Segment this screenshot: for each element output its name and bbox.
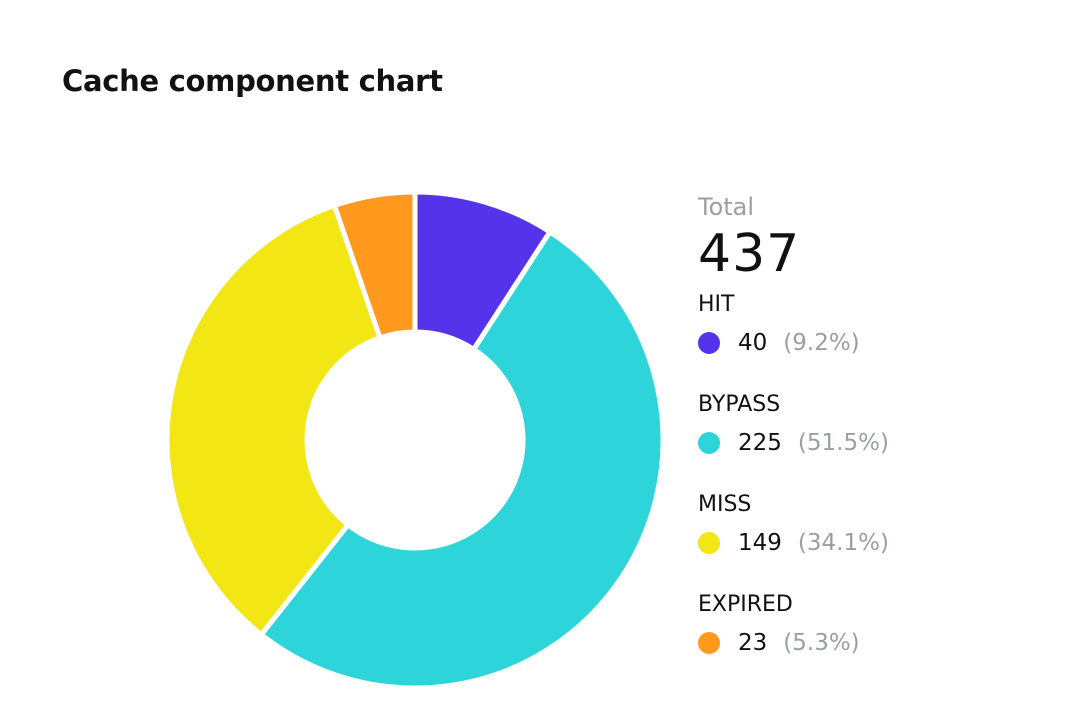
- legend-item-bypass: BYPASS 225 (51.5%): [698, 390, 889, 490]
- donut-slice-miss: [164, 202, 384, 639]
- legend-value: 225: [738, 430, 782, 456]
- legend: Total 437 HIT 40 (9.2%) BYPASS 225 (51.5%…: [698, 190, 889, 690]
- legend-label: MISS: [698, 492, 752, 517]
- legend-item-expired: EXPIRED 23 (5.3%): [698, 590, 889, 690]
- legend-color-dot: [698, 432, 720, 454]
- legend-percent: (5.3%): [783, 630, 860, 656]
- legend-color-dot: [698, 632, 720, 654]
- legend-color-dot: [698, 332, 720, 354]
- legend-item-hit: HIT 40 (9.2%): [698, 290, 889, 390]
- legend-label: HIT: [698, 292, 735, 317]
- legend-value: 23: [738, 630, 768, 656]
- legend-color-dot: [698, 532, 720, 554]
- donut-slice-bypass: [257, 228, 666, 691]
- legend-value: 149: [738, 530, 782, 556]
- legend-value: 40: [738, 330, 768, 356]
- legend-label: BYPASS: [698, 392, 781, 417]
- chart-title: Cache component chart: [62, 64, 443, 98]
- legend-label: EXPIRED: [698, 592, 793, 617]
- total-value: 437: [698, 224, 801, 284]
- legend-percent: (34.1%): [797, 530, 889, 556]
- total-label: Total: [698, 193, 755, 221]
- legend-percent: (9.2%): [783, 330, 860, 356]
- legend-percent: (51.5%): [797, 430, 889, 456]
- legend-item-miss: MISS 149 (34.1%): [698, 490, 889, 590]
- donut-slice-expired: [331, 189, 418, 342]
